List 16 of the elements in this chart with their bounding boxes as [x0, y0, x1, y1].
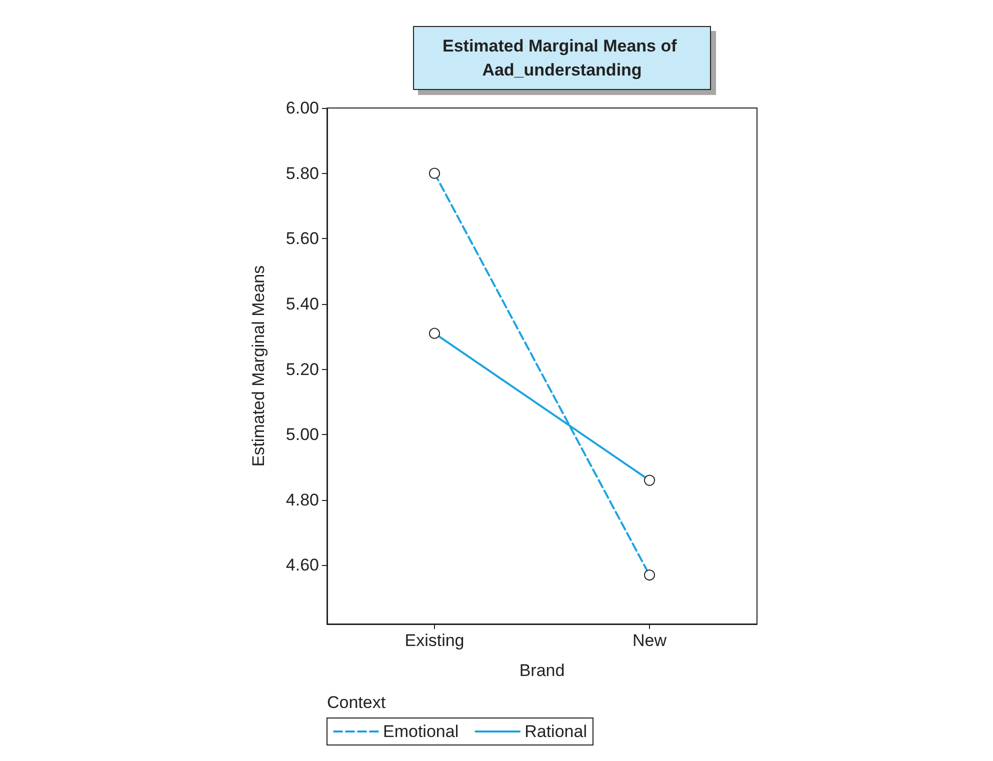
- y-tick-label: 5.00: [286, 425, 319, 444]
- legend-label: Emotional: [383, 722, 459, 741]
- y-tick-label: 5.40: [286, 294, 319, 314]
- x-tick-label: New: [632, 631, 668, 650]
- y-tick-label: 5.20: [286, 360, 319, 379]
- y-axis-title: Estimated Marginal Means: [249, 265, 268, 467]
- x-tick-label: Existing: [404, 631, 464, 650]
- legend-label: Rational: [524, 722, 587, 741]
- y-tick-label: 6.00: [286, 98, 319, 118]
- y-tick-label: 5.80: [286, 164, 319, 183]
- x-axis-title: Brand: [519, 661, 565, 680]
- y-tick-label: 4.80: [286, 490, 319, 510]
- y-tick-label: 5.60: [286, 229, 319, 248]
- chart-title: Estimated Marginal Means of Aad_understanding: [442, 36, 682, 80]
- legend-title: Context: [327, 693, 386, 712]
- y-tick-label: 4.60: [286, 556, 319, 575]
